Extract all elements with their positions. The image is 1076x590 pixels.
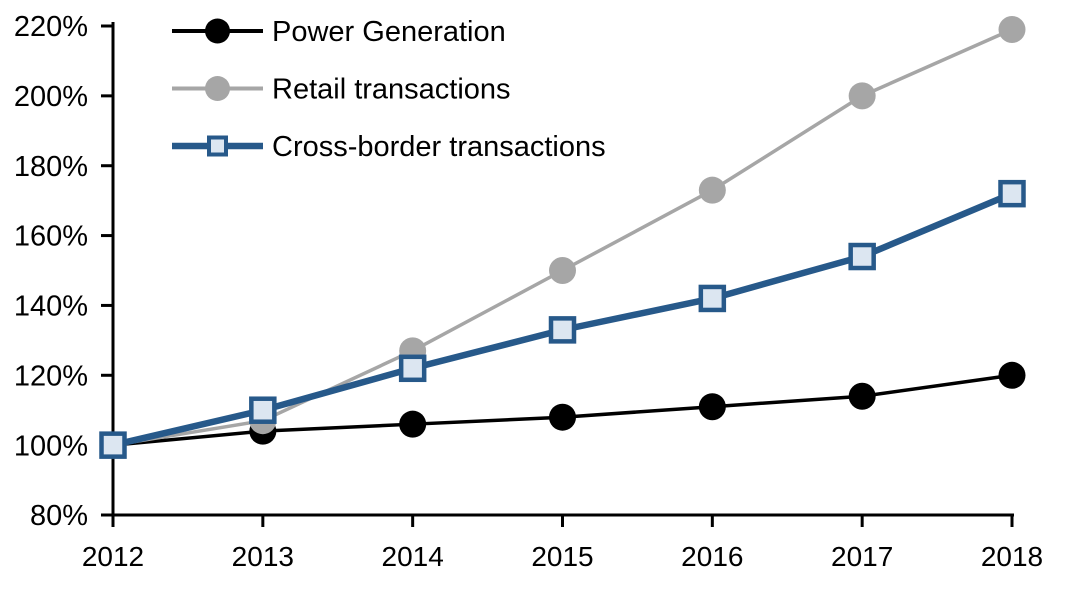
data-point-marker [998, 15, 1026, 43]
x-tick-label: 2015 [531, 541, 593, 572]
y-tick-label: 100% [14, 430, 88, 462]
data-point-marker [698, 393, 726, 421]
legend-label: Power Generation [272, 16, 506, 48]
x-tick-label: 2017 [831, 541, 893, 572]
y-tick-label: 180% [14, 151, 88, 183]
legend-marker-circle [205, 18, 230, 44]
legend: Power Generation Retail transactions Cross… [172, 16, 606, 163]
series-power-generation [99, 361, 1026, 459]
data-point-marker [698, 176, 726, 204]
series-cross-border-transactions [99, 179, 1026, 459]
legend-marker-square [207, 135, 228, 157]
y-tick-label: 120% [14, 360, 88, 392]
x-tick-label: 2016 [681, 541, 743, 572]
data-point-marker [848, 382, 876, 410]
data-point-marker [698, 284, 727, 313]
data-point-marker [848, 82, 876, 110]
data-point-marker [848, 242, 876, 271]
y-tick-label: 140% [14, 291, 88, 323]
legend-label: Cross-border transactions [272, 131, 606, 163]
data-point-marker [399, 410, 427, 438]
y-tick-label: 80% [30, 500, 88, 532]
y-tick-label: 200% [14, 81, 88, 113]
legend-item-power-generation: Power Generation [172, 16, 506, 48]
y-tick-label: 220% [14, 11, 88, 43]
data-point-marker [99, 431, 127, 459]
x-tick-label: 2014 [382, 541, 444, 572]
data-point-marker [249, 396, 277, 424]
data-point-marker [548, 316, 577, 344]
series-line-retail-transactions [112, 27, 1013, 447]
axes: 80% 100% 120% 140% 160% 180% 200% 220% 2012 2013 2… [14, 11, 1043, 572]
x-tick-label: 2013 [232, 541, 294, 572]
legend-marker-circle [205, 76, 230, 101]
data-point-marker [998, 361, 1026, 389]
data-point-marker [549, 257, 576, 284]
y-tick-label: 160% [14, 221, 88, 253]
data-point-marker [398, 354, 427, 383]
legend-item-cross-border-transactions: Cross-border transactions [172, 131, 606, 163]
legend-label: Retail transactions [272, 74, 511, 106]
x-tick-label: 2012 [82, 541, 144, 572]
legend-item-retail-transactions: Retail transactions [172, 74, 511, 106]
data-point-marker [549, 403, 576, 431]
x-tick-label: 2018 [981, 541, 1043, 572]
data-point-marker [998, 179, 1026, 208]
